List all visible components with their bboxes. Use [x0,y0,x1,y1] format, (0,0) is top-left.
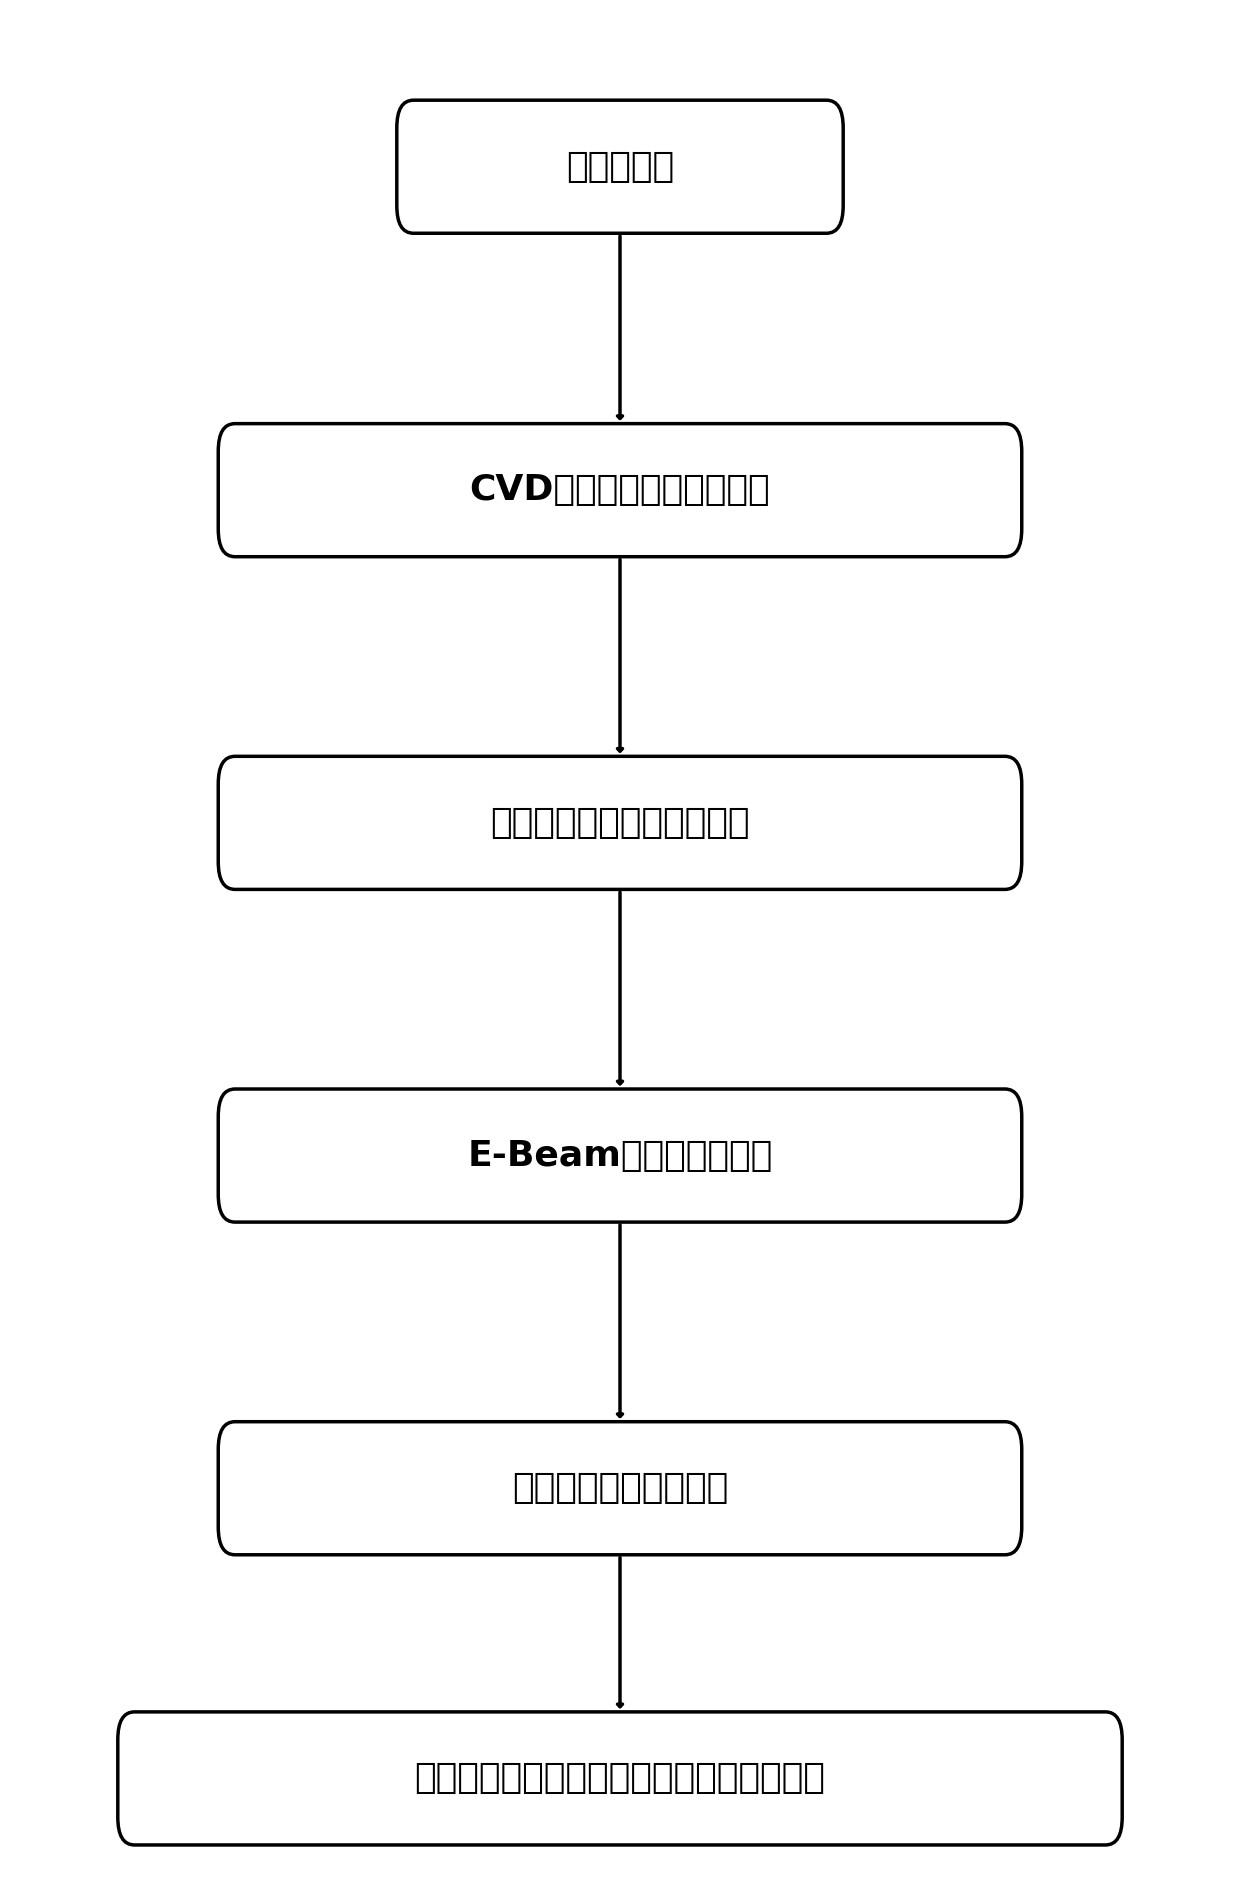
FancyBboxPatch shape [397,100,843,234]
FancyBboxPatch shape [118,1712,1122,1845]
FancyBboxPatch shape [218,424,1022,556]
Text: CVD方法制备和转移石墨烯: CVD方法制备和转移石墨烯 [470,473,770,507]
Text: 滴涂凝胶电解质制成石墨烯平面超级电容器: 滴涂凝胶电解质制成石墨烯平面超级电容器 [414,1762,826,1795]
Text: 设计类叉指型结构的掩膜版: 设计类叉指型结构的掩膜版 [490,805,750,839]
FancyBboxPatch shape [218,1088,1022,1222]
FancyBboxPatch shape [218,756,1022,890]
Text: 光刻形成石墨烯微电极: 光刻形成石墨烯微电极 [512,1471,728,1505]
Text: 金属预处理: 金属预处理 [565,149,675,183]
FancyBboxPatch shape [218,1422,1022,1554]
Text: E-Beam沉积金属集流体: E-Beam沉积金属集流体 [467,1139,773,1173]
